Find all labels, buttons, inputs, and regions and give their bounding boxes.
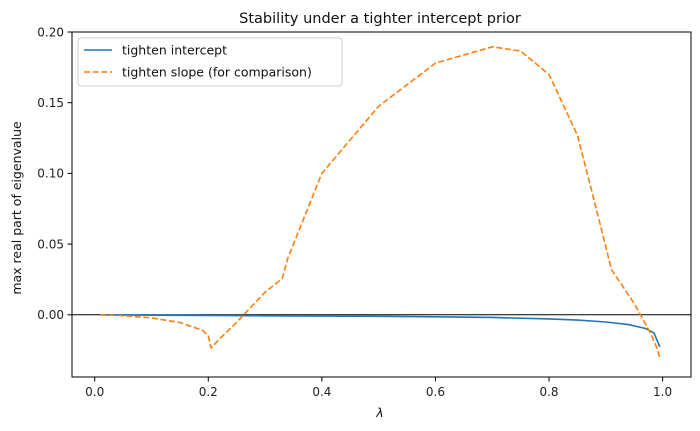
y-tick-label: 0.10 bbox=[37, 167, 64, 181]
legend: tighten intercept tighten slope (for comp… bbox=[77, 37, 343, 87]
series-line-1 bbox=[100, 313, 661, 348]
x-tick-label: 0.2 bbox=[199, 385, 218, 399]
axes-frame bbox=[71, 31, 692, 378]
x-tick-label: 0.6 bbox=[426, 385, 445, 399]
plot-area bbox=[72, 46, 691, 358]
y-tick-label: 0.15 bbox=[37, 96, 64, 110]
y-axis-label: max real part of eigenvalue bbox=[9, 121, 24, 295]
y-tick-label: 0.20 bbox=[37, 25, 64, 39]
y-tick-label: 0.05 bbox=[37, 237, 64, 251]
x-tick-label: 1.0 bbox=[653, 385, 672, 399]
y-tick-label: 0.00 bbox=[37, 308, 64, 322]
legend-box bbox=[77, 37, 343, 87]
legend-label-2: tighten slope (for comparison) bbox=[122, 65, 312, 80]
x-tick-label: 0.4 bbox=[312, 385, 331, 399]
x-tick-label: 0.0 bbox=[85, 385, 104, 399]
x-axis-label: λ bbox=[375, 405, 383, 420]
legend-label-1: tighten intercept bbox=[122, 43, 227, 58]
x-tick-label: 0.8 bbox=[539, 385, 558, 399]
axes: 0.0 0.2 0.4 0.6 0.8 1.0 0.00 0.05 0.10 0.15 0.20 bbox=[37, 25, 692, 399]
chart-title: Stability under a tighter intercept prio… bbox=[239, 11, 521, 27]
series-line-2 bbox=[100, 46, 662, 358]
